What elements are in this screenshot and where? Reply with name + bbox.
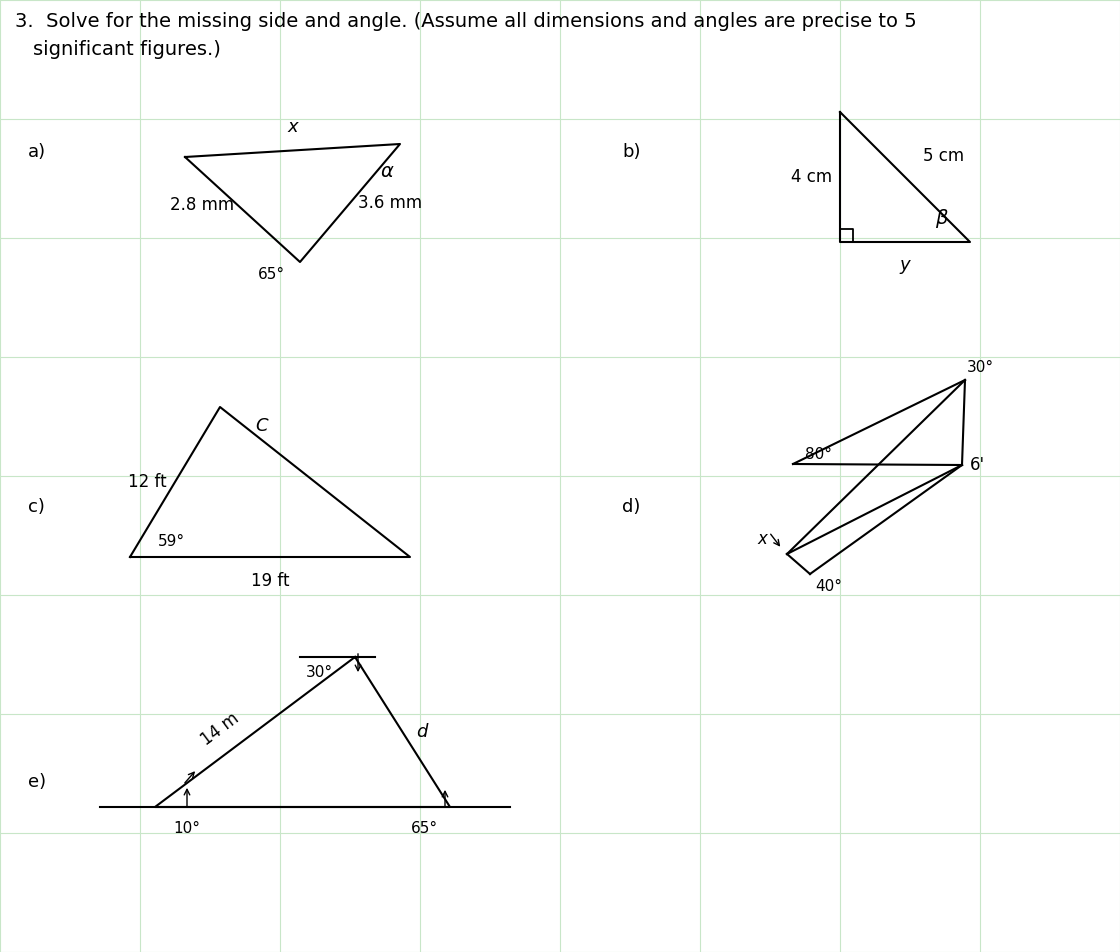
Text: c): c) (28, 498, 45, 516)
Text: 65°: 65° (258, 267, 284, 282)
Text: 65°: 65° (411, 821, 438, 836)
Text: y: y (899, 256, 911, 274)
Text: 5 cm: 5 cm (923, 147, 964, 165)
Text: 2.8 mm: 2.8 mm (170, 195, 234, 213)
Text: 19 ft: 19 ft (251, 572, 289, 590)
Text: 30°: 30° (306, 665, 333, 680)
Text: 4 cm: 4 cm (791, 168, 832, 186)
Text: d): d) (622, 498, 641, 516)
Text: 12 ft: 12 ft (129, 473, 167, 491)
Text: 59°: 59° (158, 534, 185, 549)
Text: 14 m: 14 m (198, 709, 243, 749)
Text: C: C (255, 417, 268, 435)
Text: a): a) (28, 143, 46, 161)
Text: 3.  Solve for the missing side and angle. (Assume all dimensions and angles are : 3. Solve for the missing side and angle.… (15, 12, 917, 31)
Text: 3.6 mm: 3.6 mm (358, 194, 422, 212)
Text: 30°: 30° (967, 360, 995, 375)
Text: α: α (380, 162, 393, 181)
Text: x: x (287, 117, 298, 135)
Text: b): b) (622, 143, 641, 161)
Text: 10°: 10° (172, 821, 200, 836)
Text: d: d (417, 723, 428, 741)
Text: 6': 6' (970, 456, 986, 474)
Text: x: x (757, 530, 767, 548)
Text: significant figures.): significant figures.) (32, 40, 221, 59)
Text: 40°: 40° (815, 579, 842, 594)
Text: β: β (935, 209, 948, 228)
Text: 80°: 80° (805, 447, 832, 462)
Text: e): e) (28, 773, 46, 791)
